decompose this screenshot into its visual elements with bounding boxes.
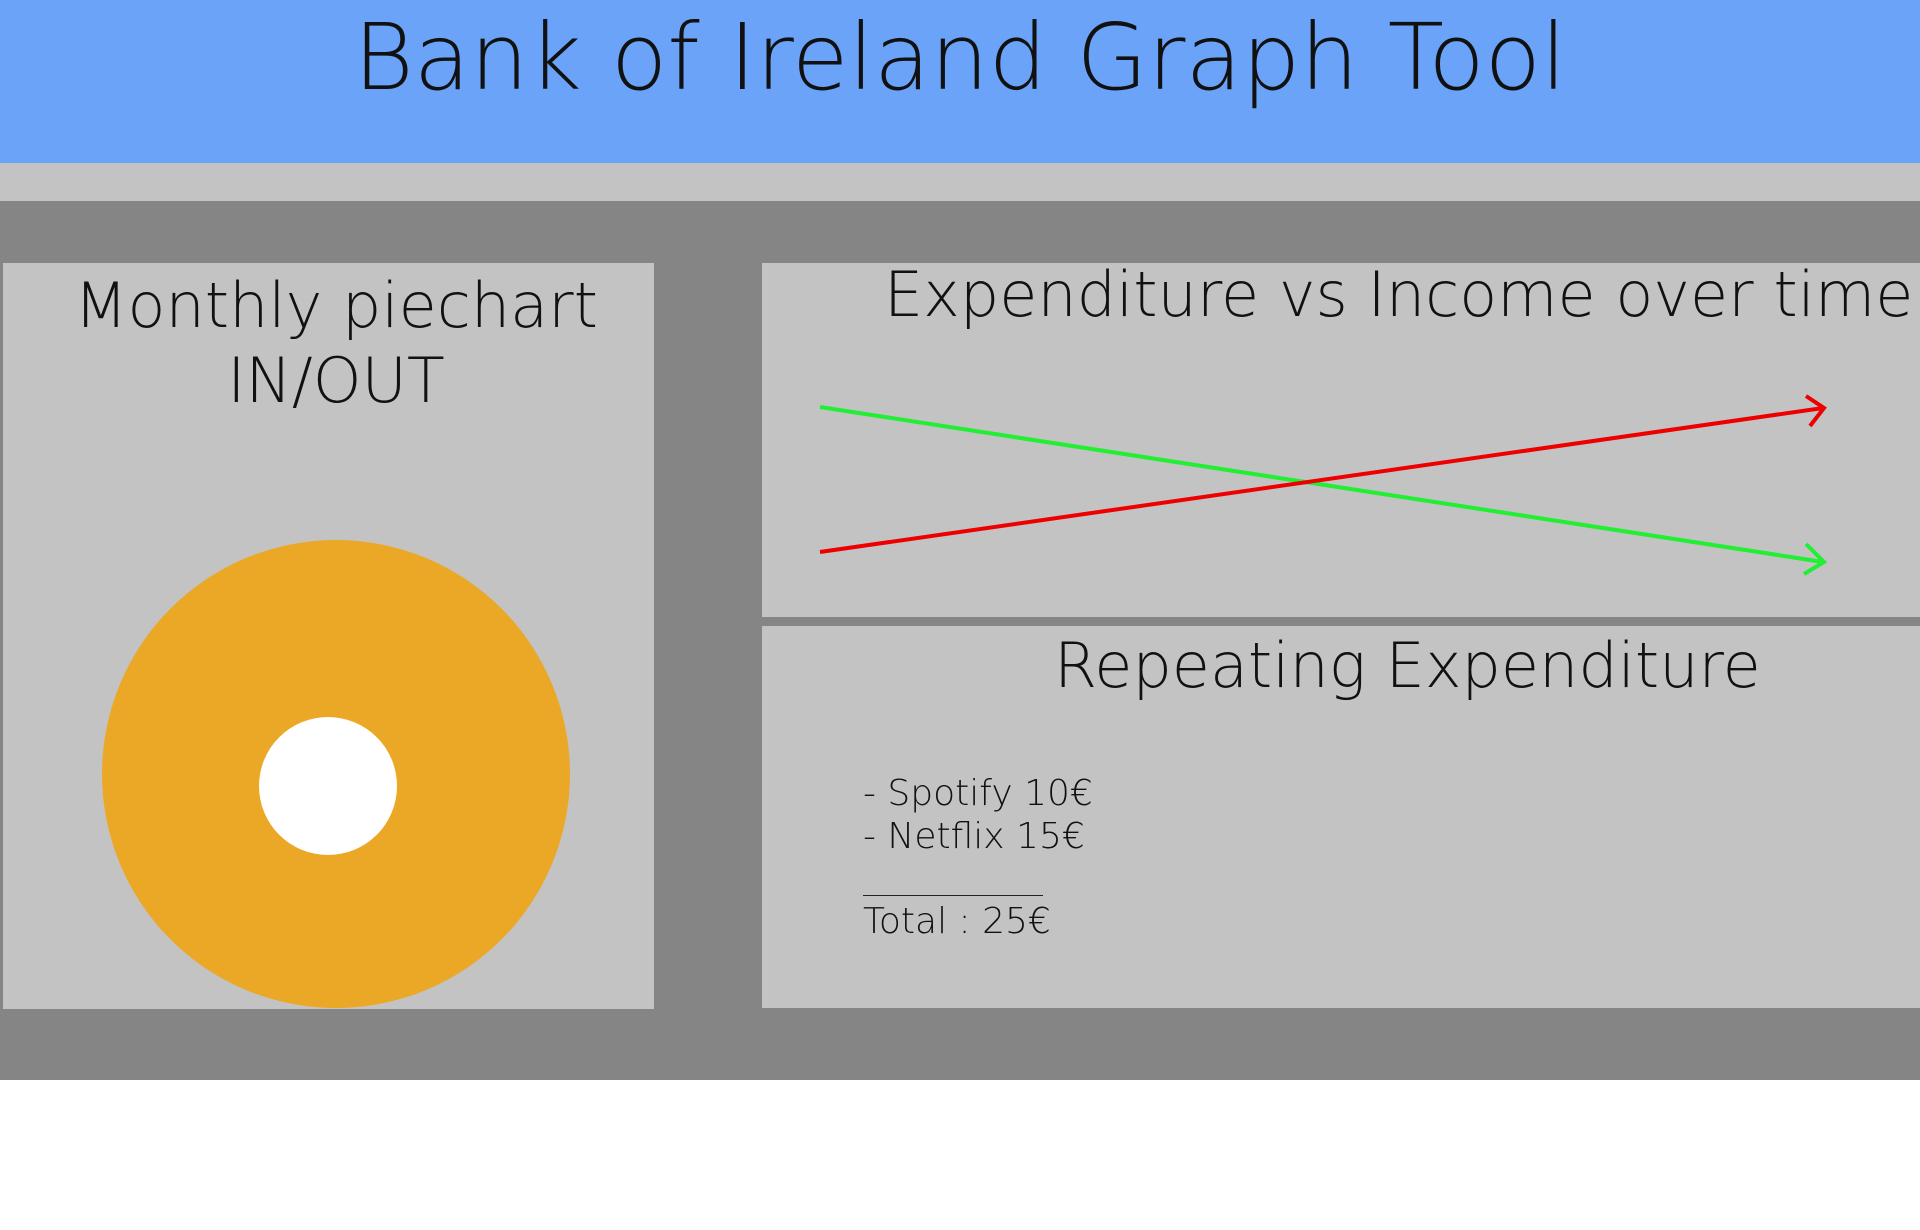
donut-hole — [259, 717, 397, 855]
line-chart-title: Expenditure vs Income over time — [884, 258, 1914, 331]
piechart-title: Monthly piechart IN/OUT — [3, 268, 669, 418]
app-header — [0, 0, 1920, 163]
piechart-title-line1: Monthly piechart — [74, 269, 598, 342]
piechart-title-line2: IN/OUT — [227, 344, 445, 417]
income-trend-line[interactable] — [819, 405, 1824, 564]
expenditure-trend-line[interactable] — [819, 406, 1824, 554]
expenditure-arrowhead — [1804, 394, 1827, 428]
repeating-total: Total : 25€ — [863, 901, 1051, 942]
expenditure-vs-income-panel[interactable] — [762, 263, 1920, 617]
total-divider — [863, 895, 1043, 896]
repeating-expenditure-panel[interactable] — [762, 626, 1920, 1008]
list-item: - Spotify 10€ — [863, 773, 1093, 814]
repeating-expenditure-title: Repeating Expenditure — [1054, 629, 1761, 702]
income-arrowhead — [1802, 542, 1828, 576]
header-divider-band — [0, 163, 1920, 201]
repeating-expenditure-list: - Spotify 10€ - Netflix 15€ — [863, 772, 1093, 858]
list-item: - Netflix 15€ — [863, 816, 1085, 857]
app-title: Bank of Ireland Graph Tool — [353, 4, 1567, 111]
